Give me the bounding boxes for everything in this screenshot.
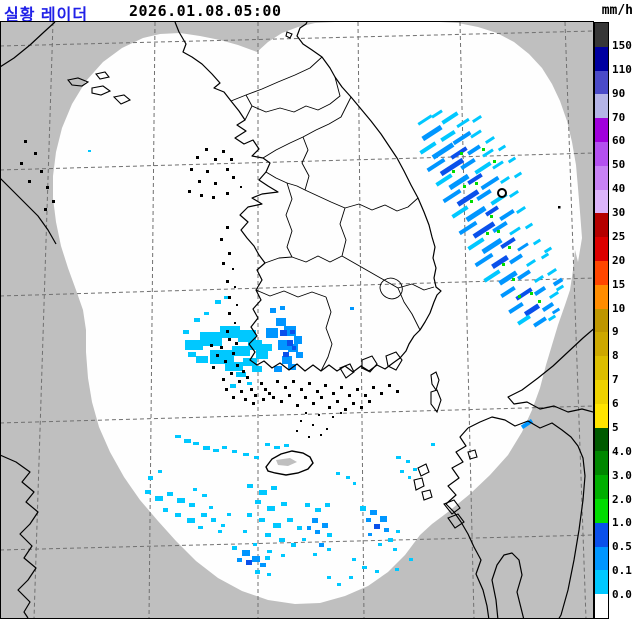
legend-segment: [595, 23, 608, 47]
legend-label: 20: [612, 253, 626, 267]
legend-segment: [595, 118, 608, 142]
legend-segment: [595, 213, 608, 238]
legend-segment: [595, 94, 608, 119]
rainfall-color-scale: [594, 22, 609, 619]
legend-label: 0.0: [612, 588, 632, 602]
dokdo-island: [558, 206, 561, 209]
legend-label: 9: [612, 325, 619, 339]
islands: [20, 31, 478, 529]
jeju-terrain-patch: [276, 458, 297, 466]
legend-segment: [595, 498, 608, 523]
legend-label: 6: [612, 397, 619, 411]
legend-segment: [595, 356, 608, 380]
province-borders: [230, 56, 435, 372]
legend-label: 60: [612, 134, 626, 148]
legend-segment: [595, 165, 608, 190]
legend-segment: [595, 475, 608, 499]
legend-label: 110: [612, 62, 632, 76]
legend-segment: [595, 308, 608, 333]
legend-label: 1.0: [612, 516, 632, 530]
legend-segment: [595, 427, 608, 452]
legend-label: 3.0: [612, 468, 632, 482]
map-border: [0, 21, 594, 619]
legend-segment: [595, 594, 608, 618]
legend-label: 25: [612, 229, 626, 243]
legend-label: 10: [612, 301, 626, 315]
legend-label: 2.0: [612, 492, 632, 506]
legend-segment: [595, 284, 608, 309]
ulleungdo-island: [497, 188, 507, 198]
legend-label: 40: [612, 182, 626, 196]
legend-segment: [595, 237, 608, 261]
legend-label: 5: [612, 420, 619, 434]
legend-segment: [595, 403, 608, 428]
legend-label: 4.0: [612, 444, 632, 458]
legend-segment: [595, 141, 608, 166]
coastlines: [0, 21, 594, 619]
legend-segment: [595, 260, 608, 285]
legend-segment: [595, 332, 608, 357]
legend-segment: [595, 189, 608, 214]
legend-label: 0.1: [612, 564, 632, 578]
graticule: [0, 21, 594, 619]
legend-label: 90: [612, 86, 626, 100]
legend-segment: [595, 570, 608, 595]
legend-label: 0.5: [612, 540, 632, 554]
legend-unit-label: mm/h: [601, 3, 633, 18]
legend-segment: [595, 546, 608, 571]
legend-segment: [595, 451, 608, 476]
legend-label: 30: [612, 206, 626, 220]
page-title: 실황 레이더: [4, 7, 89, 24]
legend-segment: [595, 379, 608, 404]
legend-label: 8: [612, 349, 619, 363]
legend-label: 50: [612, 158, 626, 172]
legend-segment: [595, 46, 608, 71]
legend-segment: [595, 70, 608, 95]
radar-map: [0, 21, 594, 619]
legend-label: 150: [612, 38, 632, 52]
observation-timestamp: 2026.01.08.05:00: [129, 2, 282, 20]
legend-segment: [595, 522, 608, 547]
legend-label: 7: [612, 373, 619, 387]
legend-label: 15: [612, 277, 626, 291]
legend-label: 70: [612, 110, 626, 124]
